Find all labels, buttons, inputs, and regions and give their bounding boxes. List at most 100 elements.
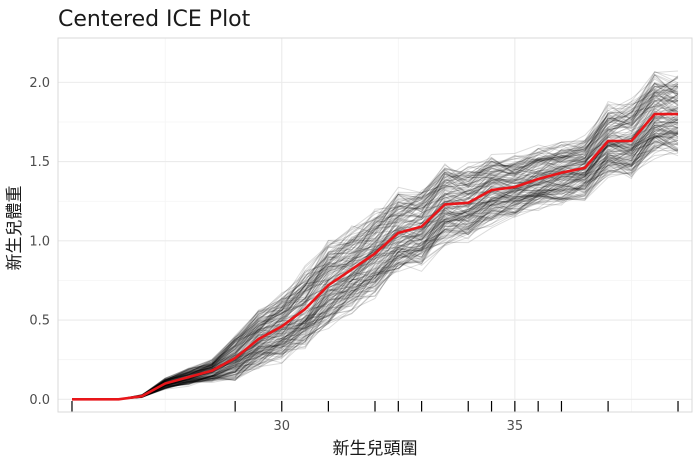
ice-line	[72, 86, 679, 400]
ice-line	[72, 146, 679, 400]
ice-line	[72, 139, 679, 400]
ice-line	[72, 74, 679, 400]
ice-line	[72, 81, 679, 400]
ice-line	[72, 128, 679, 400]
ice-line	[72, 137, 679, 400]
ice-line	[72, 84, 679, 400]
chart-title: Centered ICE Plot	[58, 7, 251, 32]
ice-line	[72, 70, 679, 400]
ice-line	[72, 132, 679, 400]
ice-line	[72, 77, 679, 400]
ice-line	[72, 85, 679, 400]
ice-line	[72, 124, 679, 400]
ice-line	[72, 113, 679, 400]
ice-line	[72, 149, 679, 400]
ice-line	[72, 135, 679, 400]
panel-border	[57, 37, 693, 413]
ice-line	[72, 109, 679, 400]
ice-line	[72, 123, 679, 400]
y-tick-label: 1.5	[29, 155, 50, 170]
ice-line	[72, 109, 679, 400]
rug-layer	[71, 401, 679, 412]
ice-line	[72, 152, 679, 400]
ice-line	[72, 121, 679, 400]
ice-line	[72, 78, 679, 400]
ice-line	[72, 118, 679, 400]
ice-line	[72, 129, 679, 400]
ticks-layer: 0.0 0.5 1.0 1.5 2.0 30 35	[29, 76, 523, 434]
ice-line	[72, 135, 679, 400]
ice-line	[72, 82, 679, 400]
ice-line	[72, 82, 679, 400]
ice-line	[72, 118, 679, 400]
ice-line	[72, 124, 679, 400]
ice-line	[72, 135, 679, 400]
ice-line	[72, 140, 679, 400]
ice-line	[72, 87, 679, 400]
y-tick-label: 0.0	[29, 393, 50, 408]
ice-line	[72, 82, 679, 400]
grid-layer	[58, 38, 692, 412]
ice-line	[72, 139, 679, 400]
ice-line	[72, 140, 679, 400]
ice-line	[72, 90, 679, 400]
ice-line	[72, 145, 679, 400]
ice-line	[72, 131, 679, 400]
ice-line	[72, 130, 679, 400]
ice-line	[72, 124, 679, 400]
ice-line	[72, 107, 679, 400]
x-tick-label: 35	[507, 419, 524, 434]
ice-line	[72, 127, 679, 400]
ice-line	[72, 86, 679, 400]
ice-line	[72, 133, 679, 400]
ice-line	[72, 87, 679, 400]
ice-line	[72, 143, 679, 400]
ice-line	[72, 131, 679, 400]
ice-line	[72, 85, 679, 400]
ice-line	[72, 88, 679, 400]
ice-line	[72, 98, 679, 400]
ice-line	[72, 116, 679, 400]
ice-line	[72, 118, 679, 400]
ice-line	[72, 149, 679, 400]
ice-line	[72, 125, 679, 400]
ice-line	[72, 136, 679, 400]
ice-line	[72, 94, 679, 400]
ice-line	[72, 99, 679, 400]
ice-line	[72, 121, 679, 400]
ice-line	[72, 119, 679, 400]
ice-line	[72, 133, 679, 400]
ice-line	[72, 124, 679, 400]
ice-line	[72, 113, 679, 400]
ice-line	[72, 88, 679, 400]
ice-line	[72, 83, 679, 400]
ice-line	[72, 135, 679, 400]
ice-line	[72, 133, 679, 400]
ice-line	[72, 132, 679, 400]
ice-line	[72, 123, 679, 400]
ice-line	[72, 139, 679, 400]
ice-line	[72, 73, 679, 400]
ice-line	[72, 82, 679, 400]
ice-line	[72, 121, 679, 400]
ice-line	[72, 126, 679, 400]
ice-line	[72, 95, 679, 400]
ice-line	[72, 71, 679, 400]
ice-line	[72, 94, 679, 400]
ice-line	[72, 100, 679, 400]
y-tick-label: 2.0	[29, 76, 50, 91]
ice-line	[72, 126, 679, 400]
ice-line	[72, 70, 679, 400]
ice-line	[72, 94, 679, 400]
ice-line	[72, 96, 679, 400]
ice-line	[72, 74, 679, 400]
ice-line	[72, 85, 679, 400]
ice-line	[72, 73, 679, 400]
ice-line	[72, 90, 679, 400]
ice-line	[72, 76, 679, 400]
ice-line	[72, 133, 679, 400]
ice-line	[72, 133, 679, 400]
ice-line	[72, 93, 679, 400]
